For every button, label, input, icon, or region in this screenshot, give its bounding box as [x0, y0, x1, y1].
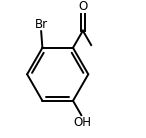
Text: OH: OH: [73, 116, 91, 129]
Text: O: O: [78, 1, 87, 14]
Text: Br: Br: [35, 18, 48, 31]
